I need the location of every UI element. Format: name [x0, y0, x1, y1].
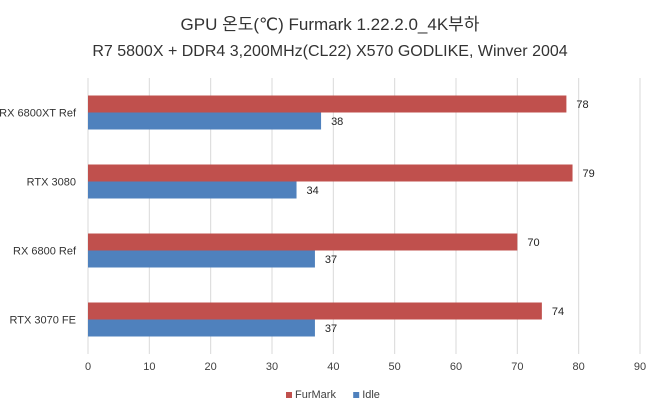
x-tick-label: 10	[143, 361, 155, 373]
data-label-idle: 37	[325, 254, 337, 266]
data-label-furmark: 70	[527, 237, 539, 249]
category-label: RX 6800XT Ref	[0, 108, 77, 120]
legend-label-furmark: FurMark	[295, 389, 336, 401]
legend-label-idle: Idle	[362, 389, 380, 401]
x-tick-label: 70	[511, 361, 523, 373]
category-label: RX 6800 Ref	[13, 246, 77, 258]
category-label: RTX 3080	[27, 177, 76, 189]
x-tick-label: 0	[85, 361, 91, 373]
data-label-furmark: 79	[583, 168, 595, 180]
x-tick-label: 40	[327, 361, 339, 373]
bar-idle	[88, 112, 322, 130]
data-label-idle: 37	[325, 323, 337, 335]
x-tick-label: 80	[573, 361, 585, 373]
bar-furmark	[88, 302, 542, 320]
x-tick-label: 30	[266, 361, 278, 373]
bar-idle	[88, 319, 315, 337]
x-tick-labels: 0 10 20 30 40 50 60 70 80 90	[85, 361, 646, 373]
legend-swatch-idle	[353, 392, 360, 398]
category-label: RTX 3070 FE	[10, 315, 76, 327]
bar-furmark	[88, 164, 573, 182]
bar-idle	[88, 181, 297, 199]
data-label-furmark: 74	[552, 306, 564, 318]
chart-title: GPU 온도(℃) Furmark 1.22.2.0_4K부하	[181, 15, 480, 34]
x-tick-label: 20	[205, 361, 217, 373]
bar-idle	[88, 250, 315, 268]
chart-subtitle: R7 5800X + DDR4 3,200MHz(CL22) X570 GODL…	[92, 43, 567, 60]
data-label-idle: 34	[307, 185, 319, 197]
x-tick-label: 90	[634, 361, 646, 373]
data-label-furmark: 78	[576, 99, 588, 111]
data-label-idle: 38	[331, 116, 343, 128]
x-tick-label: 50	[389, 361, 401, 373]
legend-swatch-furmark	[286, 392, 292, 398]
legend: FurMark Idle	[286, 389, 380, 401]
category-labels: RX 6800XT Ref RTX 3080 RX 6800 Ref RTX 3070…	[0, 108, 77, 327]
bar-furmark	[88, 95, 567, 113]
bar-furmark	[88, 233, 518, 251]
x-tick-label: 60	[450, 361, 462, 373]
bars: 78 38 79 34 70 37 74 37	[88, 95, 595, 337]
